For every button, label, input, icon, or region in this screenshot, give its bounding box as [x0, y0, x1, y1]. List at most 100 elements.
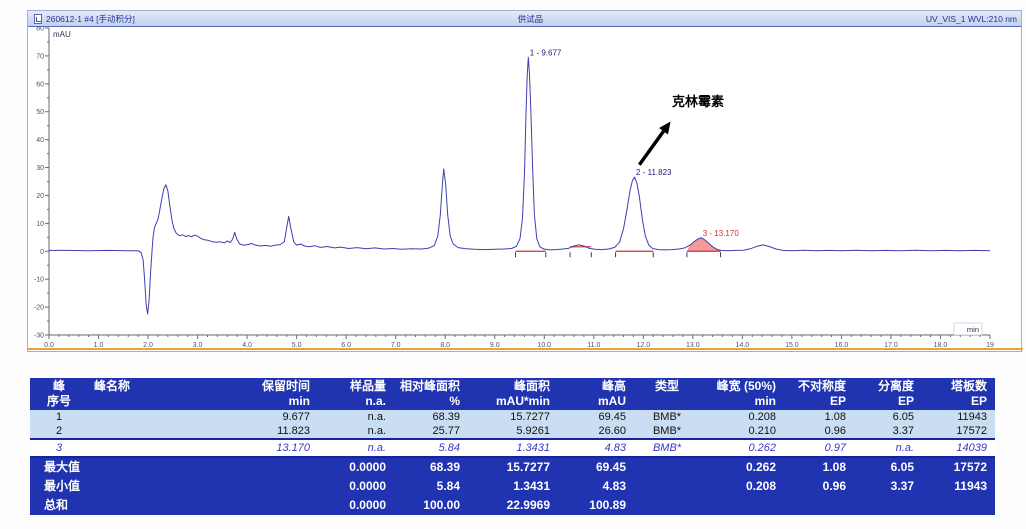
summary-cell: 68.39: [429, 460, 460, 474]
summary-cell: [700, 496, 784, 515]
summary-cell: [230, 477, 318, 496]
peak-table-header-cell: 样品量 n.a.: [349, 379, 386, 408]
summary-row: 最小值 0.0000 5.84 1.3431 4.83 0.208 0.96 3.37 1194…: [30, 477, 995, 496]
peak-cell: [88, 440, 230, 456]
annotation-arrow-shaft: [637, 130, 665, 166]
x-tick-label: 0.0: [44, 342, 54, 349]
peak-table-header-cell: 类型: [654, 379, 679, 393]
peak-cell: [88, 424, 230, 438]
summary-cell: 11943: [954, 479, 987, 493]
peak-cell: 17572: [956, 425, 987, 437]
summary-cell: 0.262: [745, 460, 776, 474]
peak-row[interactable]: 1 9.677 n.a. 68.39 15.7277 69.45 BMB* 0.208 1.08…: [30, 410, 995, 424]
peak-cell: 5.9261: [516, 425, 550, 437]
peak-cell: 69.45: [598, 411, 626, 423]
summary-cell: 1.08: [822, 460, 846, 474]
summary-cell: 69.45: [595, 460, 626, 474]
axis-lines: [48, 28, 990, 336]
summary-cell: 6.05: [890, 460, 914, 474]
peak-cell: 0.262: [748, 442, 776, 454]
summary-cell: 17572: [953, 460, 987, 474]
summary-cell: [784, 496, 854, 515]
summary-cell: 0.208: [745, 479, 776, 493]
detector-channel: UV_VIS_1 WVL:210 nm: [925, 13, 1017, 24]
peak-cell: 26.60: [598, 425, 626, 437]
peak-cell: n.a.: [367, 442, 386, 454]
peak-cell: n.a.: [895, 442, 914, 454]
peak-cell: 0.210: [748, 425, 776, 437]
peak-cell: 1: [55, 411, 63, 423]
peak-cell: 3: [55, 442, 63, 454]
injection-title: 260612-1 #4 [手动积分]: [46, 13, 135, 24]
chromatogram-header: 260612-1 #4 [手动积分] 供试品 UV_VIS_1 WVL:210 …: [28, 11, 1021, 27]
x-tick-label: 8.0: [440, 342, 450, 349]
x-tick-label: 2.0: [143, 342, 153, 349]
x-tick-label: 14.0: [736, 342, 750, 349]
peak-cell: 5.84: [438, 442, 460, 454]
peak-cell: 68.39: [432, 411, 460, 423]
peak-row[interactable]: 2 11.823 n.a. 25.77 5.9261 26.60 BMB* 0.210 0.96…: [30, 424, 995, 438]
peak-cell: 6.05: [892, 411, 914, 423]
summary-cell: [854, 496, 922, 515]
y-tick-label: 50: [36, 109, 44, 116]
x-tick-label: 19: [986, 342, 994, 349]
summary-cell: [230, 496, 318, 515]
peak-cell: 0.97: [824, 442, 846, 454]
peak-cell: n.a.: [367, 425, 386, 437]
annotation-text: 克林霉素: [672, 94, 724, 109]
summary-cell: [634, 496, 700, 515]
summary-cell: 0.0000: [349, 498, 386, 512]
peak-cell: 4.83: [604, 442, 626, 454]
x-tick-label: 15.0: [785, 342, 799, 349]
peak-table-header-cell: 峰序号: [46, 379, 71, 408]
peak-cell: 3.37: [892, 425, 914, 437]
y-tick-label: -30: [34, 333, 44, 340]
peak-cell: 0.208: [748, 411, 776, 423]
sample-name: 供试品: [517, 13, 544, 24]
x-axis-unit-label: min: [967, 325, 979, 334]
x-tick-label: 7.0: [391, 342, 401, 349]
summary-label: 总和: [44, 498, 69, 512]
peak-label: 3 - 13.170: [703, 229, 740, 238]
peak-label: 1 - 9.677: [530, 48, 562, 57]
peak-cell: 25.77: [432, 425, 460, 437]
peak-table-header-cell: 分离度 EP: [877, 379, 914, 408]
x-tick-label: 10.0: [537, 342, 551, 349]
y-tick-label: 0: [40, 249, 44, 256]
peak-cell: 9.677: [282, 411, 310, 423]
x-tick-label: 11.0: [587, 342, 600, 349]
signal-curve: [49, 56, 991, 315]
chromatogram-file-icon: [34, 13, 42, 24]
y-tick-label: 60: [36, 81, 44, 88]
summary-cell: 100.89: [589, 498, 626, 512]
peak-table-header-cell: 塔板数 EP: [950, 379, 987, 408]
y-tick-label: -10: [34, 277, 44, 284]
summary-cell: 0.0000: [349, 479, 386, 493]
peak-cell: 0.96: [824, 425, 846, 437]
summary-cell: 15.7277: [506, 460, 550, 474]
peak-cell: 14039: [956, 442, 987, 454]
x-tick-label: 12.0: [637, 342, 651, 349]
peak-table-header-cell: 保留时间 min: [261, 379, 310, 408]
y-tick-label: 10: [36, 221, 44, 228]
peak-table-header-cell: 峰高 mAU: [597, 379, 626, 408]
summary-cell: 0.96: [822, 479, 846, 493]
peak-cell: 2: [55, 425, 63, 437]
peak-table-header-cell: 不对称度 EP: [797, 379, 846, 408]
x-tick-label: 1.0: [94, 342, 104, 349]
summary-label: 最大值: [44, 460, 81, 474]
chromatogram-plot[interactable]: -30 -20 -10 0 10 20 30 40 50 60 70 80 0.0 1.0 2.0 3.0 4.…: [28, 27, 1023, 354]
x-tick-label: 9.0: [490, 342, 500, 349]
summary-cell: [922, 496, 995, 515]
y-tick-label: 40: [36, 137, 44, 144]
y-axis-unit-label: mAU: [53, 30, 71, 39]
y-tick-label: 80: [36, 27, 44, 33]
x-tick-label: 16.0: [835, 342, 849, 349]
summary-cell: 22.9969: [506, 498, 550, 512]
peak-results-table: 峰序号 峰名称 保留时间 min 样品量 n.a. 相对峰面积% 峰面积 mAU*min 峰高 m…: [30, 378, 995, 515]
summary-cell: 0.0000: [349, 460, 386, 474]
peak-table-header-cell: 峰宽 (50%) min: [716, 379, 776, 408]
peak-row[interactable]: 3 13.170 n.a. 5.84 1.3431 4.83 BMB* 0.262 0.97 n.…: [30, 438, 995, 458]
peak-cell: 1.3431: [516, 442, 550, 454]
summary-cell: 5.84: [436, 479, 460, 493]
